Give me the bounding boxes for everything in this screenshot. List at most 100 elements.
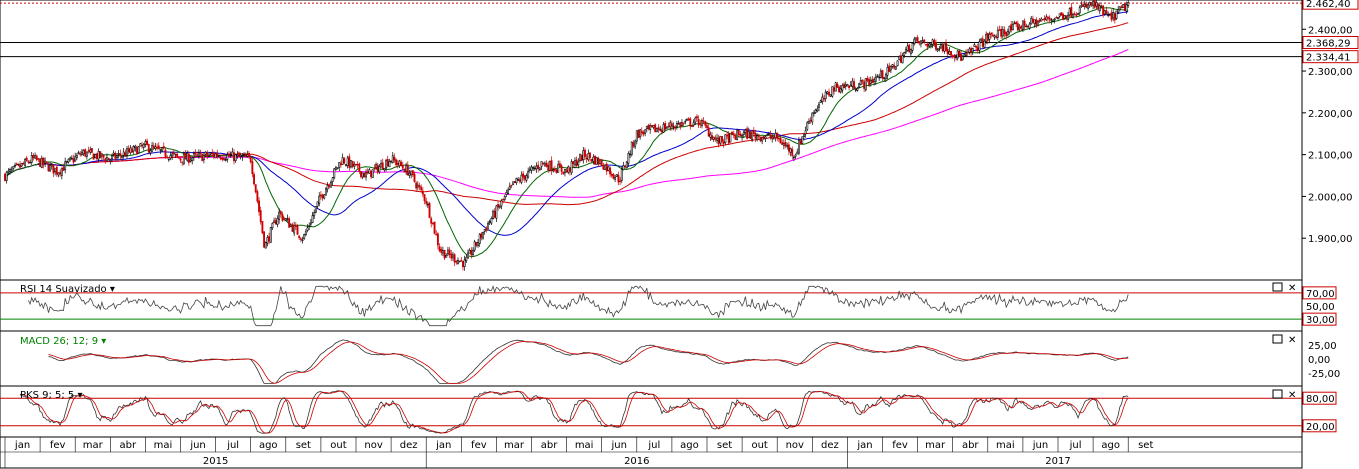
candle-body — [405, 165, 408, 172]
candle-body — [560, 165, 563, 172]
candle-body — [577, 161, 580, 166]
candle-body — [841, 85, 844, 91]
candle-body — [998, 29, 1001, 31]
candle-body — [333, 168, 336, 178]
candle-body — [1062, 13, 1064, 20]
candle-body — [537, 164, 540, 170]
macd-window-controls: ✕ — [1272, 334, 1296, 346]
candle-body — [614, 177, 617, 180]
month-label: jul — [647, 440, 660, 451]
candle-body — [732, 133, 735, 136]
candle-body — [1077, 13, 1079, 15]
candle-body — [849, 84, 852, 87]
candle-body — [607, 166, 610, 171]
candle-body — [169, 155, 172, 159]
candle-body — [443, 250, 446, 259]
candle-body — [746, 128, 749, 139]
price-panel — [0, 0, 1303, 281]
month-label: mai — [154, 440, 173, 451]
candle-body — [291, 224, 294, 232]
candle-body — [90, 148, 93, 153]
candle-body — [782, 143, 785, 146]
candle-body — [973, 44, 976, 48]
candle-body — [599, 159, 601, 164]
candle-body — [243, 154, 245, 156]
candle-body — [563, 169, 566, 174]
candle-body — [744, 129, 747, 133]
candle-body — [219, 157, 222, 159]
candle-body — [258, 200, 260, 213]
candle-body — [288, 218, 291, 228]
candle-body — [518, 179, 521, 182]
month-label: set — [296, 440, 311, 451]
candle-body — [326, 185, 329, 190]
candle-body — [634, 140, 637, 148]
candle-body — [622, 165, 625, 171]
rsi-label[interactable]: RSI 14 Suavizado ▾ — [20, 284, 115, 295]
candle-body — [928, 43, 931, 47]
macd-layer — [48, 339, 1129, 384]
rsi-tag-box — [1302, 312, 1337, 326]
candle-body — [19, 164, 21, 168]
candle-body — [116, 155, 118, 159]
candle-body — [878, 76, 881, 79]
candle-body — [975, 45, 978, 48]
candle-body — [87, 150, 90, 152]
month-label: jan — [856, 440, 872, 451]
maximize-icon[interactable] — [1272, 334, 1283, 344]
candle-body — [340, 163, 342, 166]
candle-body — [808, 121, 810, 124]
candle-body — [988, 33, 991, 40]
candle-body — [311, 215, 314, 223]
candle-body — [318, 195, 321, 204]
candle-body — [17, 163, 20, 166]
pks-label[interactable]: PKS 9; 5; 5 ▾ — [20, 390, 83, 401]
candle-body — [72, 158, 75, 163]
candle-body — [254, 184, 257, 193]
candle-body — [201, 153, 204, 162]
pks-tick-label: 20,00 — [1306, 422, 1335, 433]
candle-body — [483, 229, 486, 232]
candle-body — [602, 165, 605, 170]
candle-body — [1052, 19, 1054, 22]
macd-label[interactable]: MACD 26; 12; 9 ▾ — [20, 336, 106, 347]
maximize-icon[interactable] — [1272, 389, 1283, 399]
panel-frames — [0, 0, 1303, 469]
candle-body — [1120, 6, 1123, 9]
candle-body — [304, 231, 307, 236]
candle-body — [569, 167, 571, 172]
candle-body — [941, 45, 944, 52]
candle-body — [926, 43, 929, 48]
candle-body — [15, 163, 18, 166]
maximize-icon[interactable] — [1272, 282, 1283, 292]
close-icon[interactable]: ✕ — [1288, 335, 1296, 346]
candle-body — [991, 34, 994, 37]
candle-body — [796, 151, 799, 155]
candle-body — [306, 227, 309, 231]
candle-body — [431, 222, 434, 224]
close-icon[interactable]: ✕ — [1288, 283, 1296, 294]
candle-body — [1020, 25, 1023, 29]
pks-tag-box — [1302, 419, 1337, 433]
candle-body — [97, 150, 100, 160]
candle-body — [89, 149, 92, 153]
close-icon[interactable]: ✕ — [1288, 390, 1296, 401]
candle-body — [366, 171, 369, 174]
candle-body — [92, 153, 95, 160]
candle-body — [281, 214, 284, 221]
candle-body — [552, 169, 555, 172]
candle-body — [221, 157, 224, 160]
candle-body — [487, 223, 489, 231]
candle-body — [669, 122, 672, 128]
candle-body — [714, 137, 717, 140]
candle-body — [124, 152, 127, 157]
month-label: ago — [1101, 440, 1120, 451]
candle-body — [233, 152, 235, 162]
candle-body — [906, 45, 909, 51]
candle-body — [244, 154, 247, 158]
candle-body — [238, 152, 240, 157]
candle-body — [1070, 6, 1073, 18]
pks-k-line — [19, 390, 1129, 434]
candle-body — [620, 169, 623, 181]
candle-body — [555, 169, 558, 173]
